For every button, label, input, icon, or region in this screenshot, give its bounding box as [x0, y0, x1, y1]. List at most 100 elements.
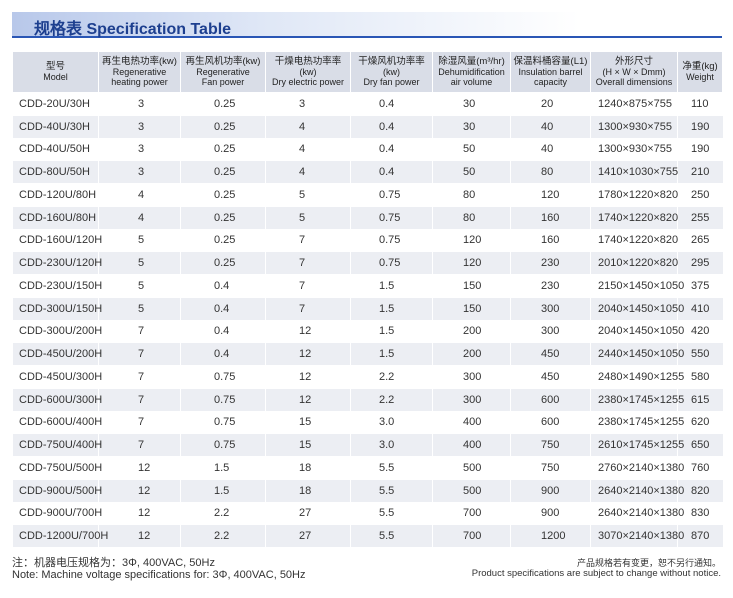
- table-cell: CDD-120U/80H: [12, 183, 99, 207]
- table-cell: 3.0: [350, 433, 433, 457]
- column-header: 除湿风量(m³/hr) Dehumidification air volume: [432, 52, 511, 93]
- table-cell: 7: [265, 274, 351, 298]
- table-cell: 1780×1220×820: [590, 183, 678, 207]
- table-row: CDD-300U/200H 7 0.4 12 1.5 200 300 2040×1450×10…: [12, 319, 723, 343]
- table-cell: 450: [510, 342, 591, 366]
- table-cell: 900: [510, 501, 591, 525]
- table-cell: 12: [265, 342, 351, 366]
- table-cell: 1.5: [350, 342, 433, 366]
- table-cell: 5: [98, 274, 181, 298]
- table-cell: 2480×1490×1255: [590, 365, 684, 389]
- table-cell: 0.75: [180, 387, 266, 411]
- table-cell: 80: [432, 183, 511, 207]
- table-cell: 80: [432, 205, 511, 229]
- table-cell: 7: [98, 387, 181, 411]
- table-cell: 2.2: [350, 387, 433, 411]
- table-cell: CDD-600U/300H: [12, 387, 102, 411]
- header-line: 保温料桶容量(L1): [513, 56, 588, 67]
- table-cell: CDD-750U/400H: [12, 433, 102, 457]
- table-cell: 2.2: [350, 365, 433, 389]
- table-cell: CDD-40U/30H: [12, 114, 99, 138]
- table-cell: 820: [677, 478, 723, 502]
- table-cell: 0.4: [350, 114, 433, 138]
- table-cell: 420: [677, 319, 723, 343]
- table-cell: 12: [265, 387, 351, 411]
- table-cell: 300: [432, 365, 511, 389]
- table-row: CDD-900U/500H 12 1.5 18 5.5 500 900 2640×2140×1…: [12, 478, 723, 502]
- table-cell: 2440×1450×1050: [590, 342, 684, 366]
- table-row: CDD-230U/120H 5 0.25 7 0.75 120 230 2010×1220×8…: [12, 251, 723, 275]
- table-cell: 12: [98, 478, 181, 502]
- header-line: (H × W × Dmm): [602, 67, 666, 77]
- table-cell: 750: [510, 433, 591, 457]
- table-row: CDD-300U/150H 5 0.4 7 1.5 150 300 2040×1450×105…: [12, 296, 723, 320]
- table-cell: 750: [510, 456, 591, 480]
- table-cell: 5.5: [350, 456, 433, 480]
- table-cell: 3: [98, 114, 181, 138]
- table-cell: 7: [98, 342, 181, 366]
- table-cell: 120: [510, 183, 591, 207]
- title-bar: 规格表 Specification Table: [12, 12, 722, 38]
- table-cell: 0.75: [180, 365, 266, 389]
- table-row: CDD-900U/700H 12 2.2 27 5.5 700 900 2640×2140×1…: [12, 501, 723, 525]
- table-cell: CDD-20U/30H: [12, 92, 99, 116]
- table-cell: 615: [677, 387, 723, 411]
- header-line: Fan power: [201, 77, 245, 87]
- table-cell: 12: [98, 456, 181, 480]
- table-cell: 4: [98, 183, 181, 207]
- table-cell: 30: [432, 92, 511, 116]
- table-cell: 7: [98, 410, 181, 434]
- table-cell: 830: [677, 501, 723, 525]
- table-cell: 5: [98, 296, 181, 320]
- table-cell: 375: [677, 274, 723, 298]
- table-cell: 120: [432, 251, 511, 275]
- table-cell: 265: [677, 228, 723, 252]
- table-cell: 40: [510, 114, 591, 138]
- table-cell: 0.25: [180, 205, 266, 229]
- table-cell: 15: [265, 410, 351, 434]
- table-cell: 0.25: [180, 114, 266, 138]
- table-cell: CDD-160U/80H: [12, 205, 99, 229]
- table-cell: 27: [265, 501, 351, 525]
- table-cell: 3: [98, 137, 181, 161]
- table-row: CDD-160U/120H 5 0.25 7 0.75 120 160 1740×1220×8…: [12, 228, 723, 252]
- table-cell: 0.75: [180, 410, 266, 434]
- table-cell: 0.25: [180, 160, 266, 184]
- table-cell: 150: [432, 296, 511, 320]
- table-cell: 620: [677, 410, 723, 434]
- spec-table: 型号 Model 再生电热功率(kw) Regenerative heating pow…: [12, 52, 723, 547]
- table-cell: 50: [432, 160, 511, 184]
- header-line: 外形尺寸: [614, 56, 653, 67]
- table-cell: 3: [98, 160, 181, 184]
- table-row: CDD-20U/30H 3 0.25 3 0.4 30 20 1240×875×755 110: [12, 92, 723, 116]
- table-cell: 450: [510, 365, 591, 389]
- table-cell: 0.4: [350, 92, 433, 116]
- table-cell: 18: [265, 478, 351, 502]
- table-row: CDD-120U/80H 4 0.25 5 0.75 80 120 1780×1220×820…: [12, 183, 723, 207]
- header-line: air volume: [450, 77, 493, 87]
- table-cell: CDD-230U/150H: [12, 274, 102, 298]
- table-cell: 250: [677, 183, 723, 207]
- header-line: heating power: [111, 77, 168, 87]
- table-cell: 2040×1450×1050: [590, 319, 684, 343]
- table-cell: 120: [432, 228, 511, 252]
- table-row: CDD-230U/150H 5 0.4 7 1.5 150 230 2150×1450×105…: [12, 274, 723, 298]
- table-cell: 210: [677, 160, 723, 184]
- table-cell: 400: [432, 433, 511, 457]
- table-cell: 300: [432, 387, 511, 411]
- table-cell: CDD-450U/200H: [12, 342, 102, 366]
- table-cell: 5: [98, 228, 181, 252]
- header-line: Dry electric power: [271, 77, 345, 87]
- table-cell: CDD-900U/500H: [12, 478, 102, 502]
- disclaimer-cn: 产品规格若有变更，恕不另行通知。: [576, 558, 721, 568]
- table-cell: 12: [98, 524, 181, 547]
- table-cell: 0.4: [180, 319, 266, 343]
- table-cell: 3: [98, 92, 181, 116]
- table-cell: 4: [265, 160, 351, 184]
- table-cell: 255: [677, 205, 723, 229]
- table-cell: 870: [677, 524, 723, 547]
- table-cell: 230: [510, 251, 591, 275]
- table-cell: 760: [677, 456, 723, 480]
- header-line: Regenerative: [112, 67, 167, 77]
